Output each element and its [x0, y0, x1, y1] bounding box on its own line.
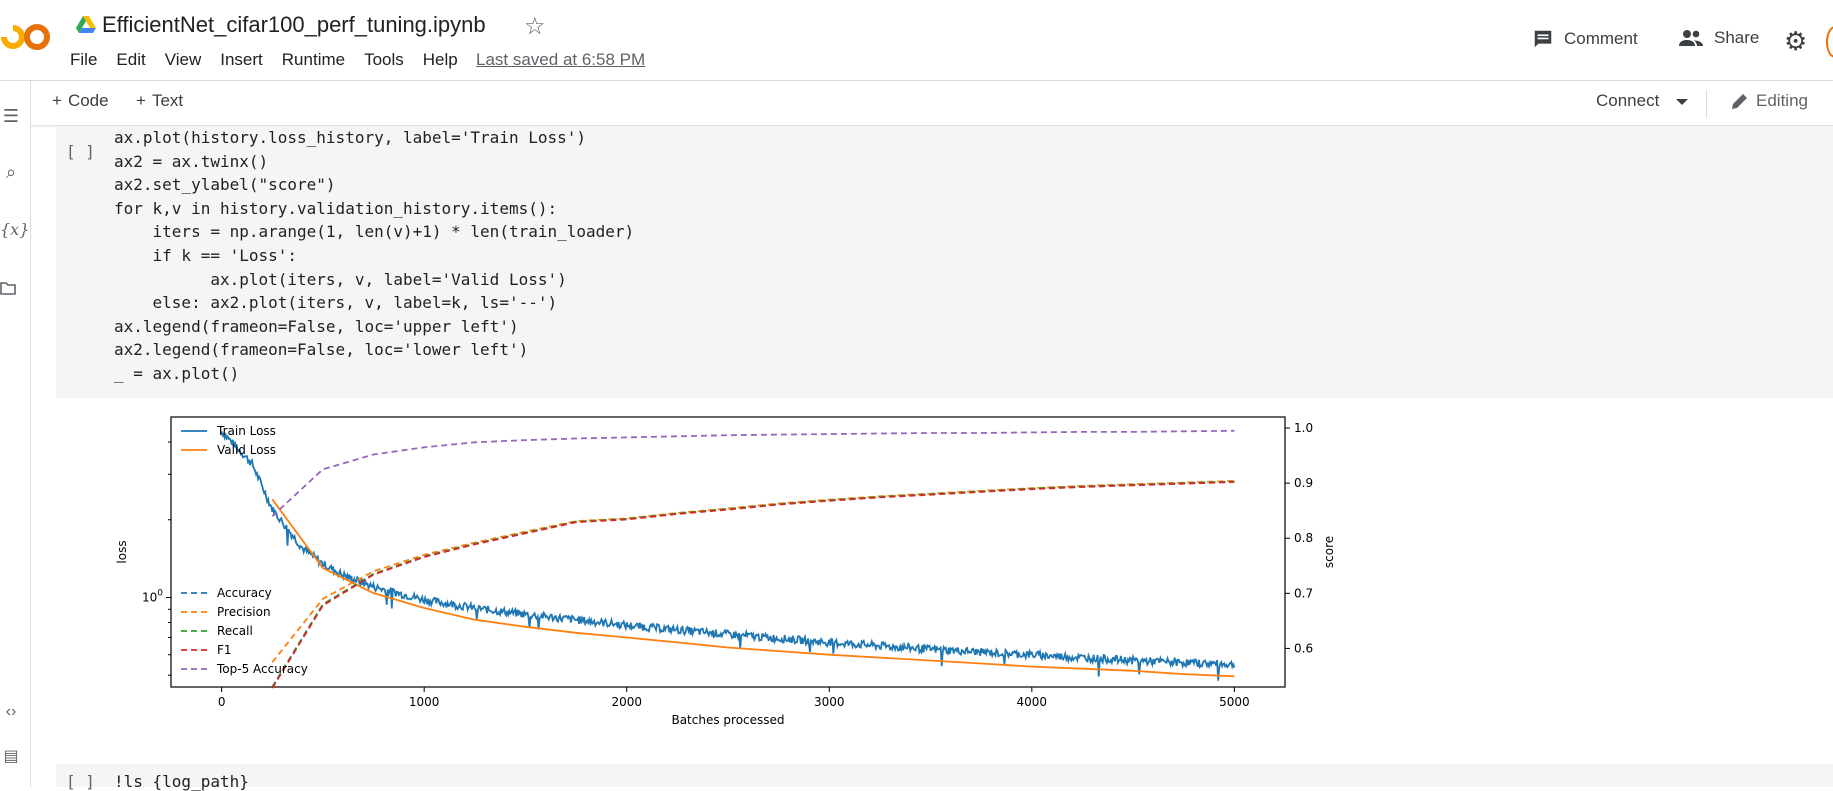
menu-bar: File Edit View Insert Runtime Tools Help: [70, 50, 477, 70]
x-tick-label: 3000: [814, 695, 845, 709]
code-line: iters = np.arange(1, len(v)+1) * len(tra…: [114, 222, 635, 242]
series-line-valid-loss: [271, 498, 1235, 678]
add-text-button[interactable]: + Text: [136, 91, 183, 111]
connect-label: Connect: [1596, 91, 1660, 110]
series-line-train-loss: [220, 431, 1236, 681]
share-button[interactable]: Share: [1678, 28, 1759, 48]
y-right-tick-label: 0.6: [1294, 641, 1313, 655]
code-line: !ls {log_path}: [114, 772, 249, 791]
comment-button[interactable]: Comment: [1532, 28, 1638, 50]
avatar[interactable]: [1826, 26, 1833, 58]
menu-insert[interactable]: Insert: [220, 50, 263, 69]
chevron-down-icon[interactable]: [1676, 99, 1688, 105]
legend-entry: F1: [217, 643, 232, 657]
legend-entry: Accuracy: [217, 586, 272, 600]
code-line: ax2 = ax.twinx(): [114, 151, 269, 171]
code-cell-next[interactable]: [56, 764, 1833, 787]
toolbar-divider: [1706, 90, 1707, 118]
code-cell[interactable]: [56, 126, 1833, 398]
legend-entry: Top-5 Accuracy: [216, 662, 308, 676]
add-code-label: Code: [67, 91, 109, 110]
legend-entry: Recall: [217, 624, 253, 638]
google-drive-icon[interactable]: [76, 16, 96, 34]
share-label: Share: [1714, 28, 1760, 47]
y-right-tick-label: 0.7: [1294, 586, 1313, 600]
legend-entry: Train Loss: [216, 424, 276, 438]
x-tick-label: 0: [218, 695, 226, 709]
terminal-icon[interactable]: ▤: [3, 748, 19, 765]
notebook-toolbar: [30, 81, 1833, 126]
code-line: ax2.legend(frameon=False, loc='lower lef…: [114, 340, 529, 360]
editing-label: Editing: [1756, 91, 1808, 110]
search-icon[interactable]: ⌕: [5, 162, 17, 182]
cell-run-indicator[interactable]: [ ]: [66, 142, 95, 161]
code-line: if k == 'Loss':: [114, 245, 298, 265]
last-saved-link[interactable]: Last saved at 6:58 PM: [476, 50, 646, 69]
legend-entry: Precision: [217, 605, 271, 619]
y-left-tick-label: 100: [142, 588, 163, 604]
folder-icon[interactable]: [0, 281, 16, 295]
menu-view[interactable]: View: [164, 50, 202, 69]
menu-help[interactable]: Help: [422, 50, 458, 69]
y-left-axis-label: loss: [115, 540, 129, 563]
x-tick-label: 2000: [611, 695, 642, 709]
settings-gear-icon[interactable]: ⚙: [1784, 26, 1808, 56]
output-chart: 0 1000 2000 3000 4000 5000 Batches processed 10…: [115, 416, 1336, 727]
plot-frame: [170, 416, 1286, 688]
code-line: ax.plot(history.loss_history, label='Tra…: [114, 128, 587, 147]
add-code-button[interactable]: + Code: [52, 91, 109, 111]
code-line: else: ax2.plot(iters, v, label=k, ls='--…: [114, 293, 558, 313]
code-editor[interactable]: ax.plot(history.loss_history, label='Tra…: [114, 126, 634, 386]
legend-entry: Valid Loss: [217, 443, 276, 457]
add-text-label: Text: [151, 91, 184, 110]
plus-icon: +: [136, 91, 146, 110]
x-tick-label: 5000: [1219, 695, 1250, 709]
code-line: _ = ax.plot(): [114, 363, 240, 383]
connect-button[interactable]: Connect: [1596, 91, 1659, 111]
pencil-icon: [1732, 94, 1747, 109]
colab-logo: [1, 24, 50, 50]
variables-icon[interactable]: {x}: [0, 220, 30, 239]
code-line: ax2.set_ylabel("score"): [114, 175, 336, 195]
menu-edit[interactable]: Edit: [116, 50, 146, 69]
y-right-tick-label: 0.8: [1294, 531, 1313, 545]
y-right-tick-label: 0.9: [1294, 476, 1313, 490]
x-tick-label: 1000: [409, 695, 440, 709]
table-of-contents-icon[interactable]: ☰: [2, 106, 20, 126]
plus-icon: +: [52, 91, 62, 110]
menu-file[interactable]: File: [70, 50, 98, 69]
left-sidebar: [0, 81, 31, 787]
comment-icon: [1534, 30, 1552, 48]
series-line-top-5-accuracy: [271, 429, 1235, 517]
code-snippets-icon[interactable]: ‹›: [5, 703, 17, 720]
x-axis-label: Batches processed: [671, 713, 784, 727]
code-line: ax.plot(iters, v, label='Valid Loss'): [114, 269, 567, 289]
menu-tools[interactable]: Tools: [364, 50, 404, 69]
code-line: for k,v in history.validation_history.it…: [114, 198, 558, 218]
x-tick-label: 4000: [1017, 695, 1048, 709]
y-right-tick-label: 1.0: [1294, 421, 1313, 435]
people-icon: [1679, 30, 1703, 46]
code-line: ax.legend(frameon=False, loc='upper left…: [114, 316, 519, 336]
series-line-f1: [271, 481, 1235, 689]
comment-label: Comment: [1564, 29, 1638, 48]
cell-run-indicator[interactable]: [ ]: [66, 772, 95, 791]
star-icon[interactable]: ☆: [524, 13, 546, 40]
y-right-axis-label: score: [1322, 536, 1336, 568]
menu-runtime[interactable]: Runtime: [281, 50, 346, 69]
editing-mode-button[interactable]: Editing: [1730, 91, 1808, 111]
notebook-title[interactable]: EfficientNet_cifar100_perf_tuning.ipynb: [102, 12, 486, 37]
header-divider: [0, 80, 1833, 81]
